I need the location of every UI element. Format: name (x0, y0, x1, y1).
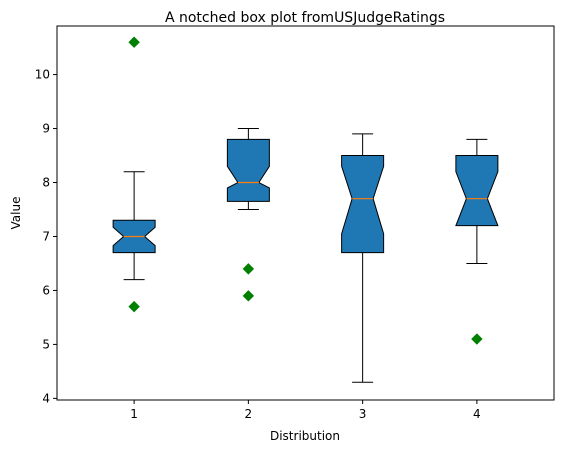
box-group-2 (226, 128, 270, 302)
y-tick-label: 4 (42, 391, 50, 405)
chart-title: A notched box plot fromUSJudgeRatings (165, 10, 445, 26)
x-tick-label: 4 (473, 407, 481, 421)
x-axis-label: Distribution (270, 429, 340, 443)
plot-frame (56, 25, 555, 401)
outlier-point (471, 333, 483, 345)
y-axis: 4 5 6 7 8 9 10 (35, 68, 57, 405)
x-axis: 1 2 3 4 (130, 400, 481, 421)
y-tick-label: 5 (42, 337, 50, 351)
y-tick-label: 8 (42, 176, 50, 190)
y-tick-label: 10 (35, 68, 50, 82)
notched-box (455, 155, 499, 227)
y-axis-label: Value (9, 197, 23, 230)
y-tick-label: 9 (42, 122, 50, 136)
notched-box (226, 138, 270, 202)
y-tick-label: 6 (42, 283, 50, 297)
x-tick-label: 2 (245, 407, 253, 421)
outlier-point (242, 290, 255, 302)
box-group-4 (455, 138, 499, 345)
boxes-layer (112, 36, 499, 383)
x-tick-label: 1 (130, 407, 138, 421)
outlier-point (128, 36, 140, 48)
x-tick-label: 3 (359, 407, 367, 421)
outlier-point (242, 263, 255, 275)
box-group-1 (112, 36, 156, 313)
notched-box (341, 155, 385, 254)
y-tick-label: 7 (42, 229, 50, 243)
box-group-3 (341, 133, 385, 383)
outlier-point (128, 300, 140, 313)
